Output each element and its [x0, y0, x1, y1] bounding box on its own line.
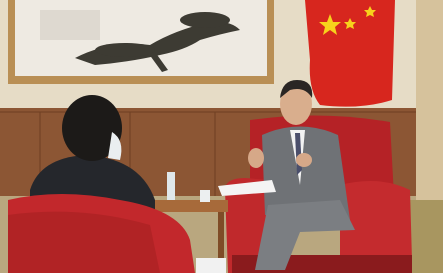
- column: [416, 0, 443, 200]
- right-hand: [296, 153, 312, 167]
- notebook: [196, 258, 226, 273]
- mist: [40, 10, 100, 40]
- flag: [305, 0, 395, 107]
- left-hand: [248, 148, 264, 168]
- page: (() => { const data = JSON.parse(documen…: [0, 0, 443, 273]
- armchair-right-arm: [340, 181, 412, 262]
- photo: [0, 0, 443, 273]
- glass: [200, 190, 210, 202]
- table-leg: [218, 212, 224, 262]
- table-top: [150, 200, 228, 212]
- water-bottle: [167, 172, 175, 200]
